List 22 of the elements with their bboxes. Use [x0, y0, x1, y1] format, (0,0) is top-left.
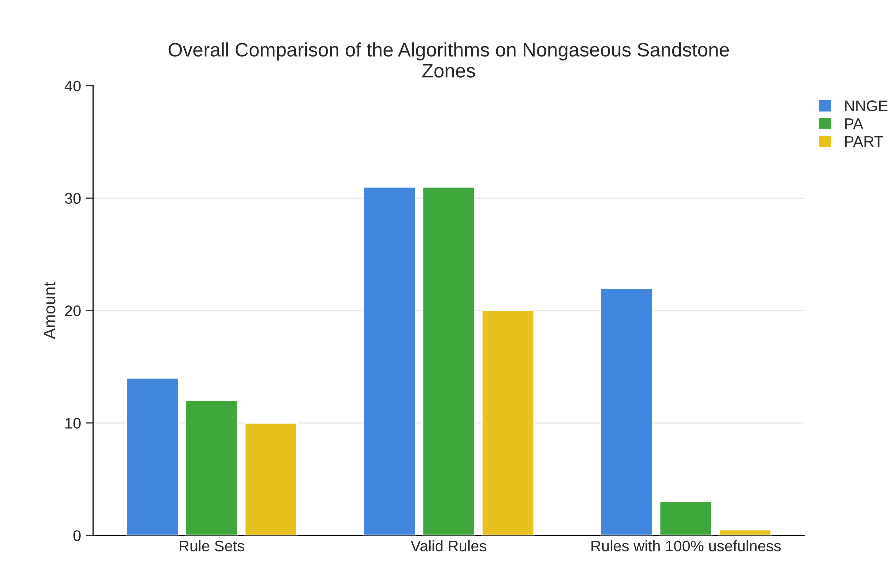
- legend-label: PA: [846, 118, 864, 130]
- bar: [244, 422, 298, 536]
- bar: [481, 310, 535, 536]
- chart-title: Overall Comparison of the Algorithms on Nongaseous Sandstone Zones: [168, 42, 730, 78]
- x-tick-label: Rule Sets: [180, 540, 244, 552]
- y-tick-label: 40: [64, 80, 81, 92]
- y-axis-title: Amount: [44, 282, 56, 340]
- bar: [600, 288, 654, 536]
- bar: [126, 378, 180, 536]
- x-tick-label: Valid Rules: [410, 540, 486, 552]
- bar: [185, 400, 239, 536]
- legend-label: PART: [846, 136, 884, 148]
- bar: [422, 186, 476, 536]
- y-tick-label: 30: [65, 193, 81, 204]
- y-tick-label: 10: [66, 418, 81, 429]
- bar: [659, 501, 713, 536]
- y-tick-label: 0: [74, 530, 81, 542]
- bar: [718, 529, 772, 536]
- y-tick-label: 20: [65, 306, 81, 316]
- legend-label: NNGE: [846, 100, 888, 112]
- bar: [362, 186, 416, 536]
- x-tick-label: Rules with 100% usefulness: [592, 540, 782, 552]
